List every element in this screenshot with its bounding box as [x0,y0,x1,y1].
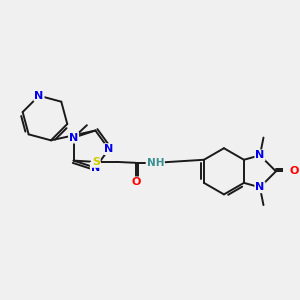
Text: N: N [34,91,43,101]
Text: N: N [69,133,78,142]
Text: O: O [290,166,299,176]
Text: N: N [255,182,265,192]
Text: O: O [131,177,140,188]
Text: N: N [91,163,100,173]
Text: N: N [104,144,113,154]
Text: NH: NH [146,158,164,168]
Text: N: N [255,150,265,160]
Text: S: S [92,157,100,167]
